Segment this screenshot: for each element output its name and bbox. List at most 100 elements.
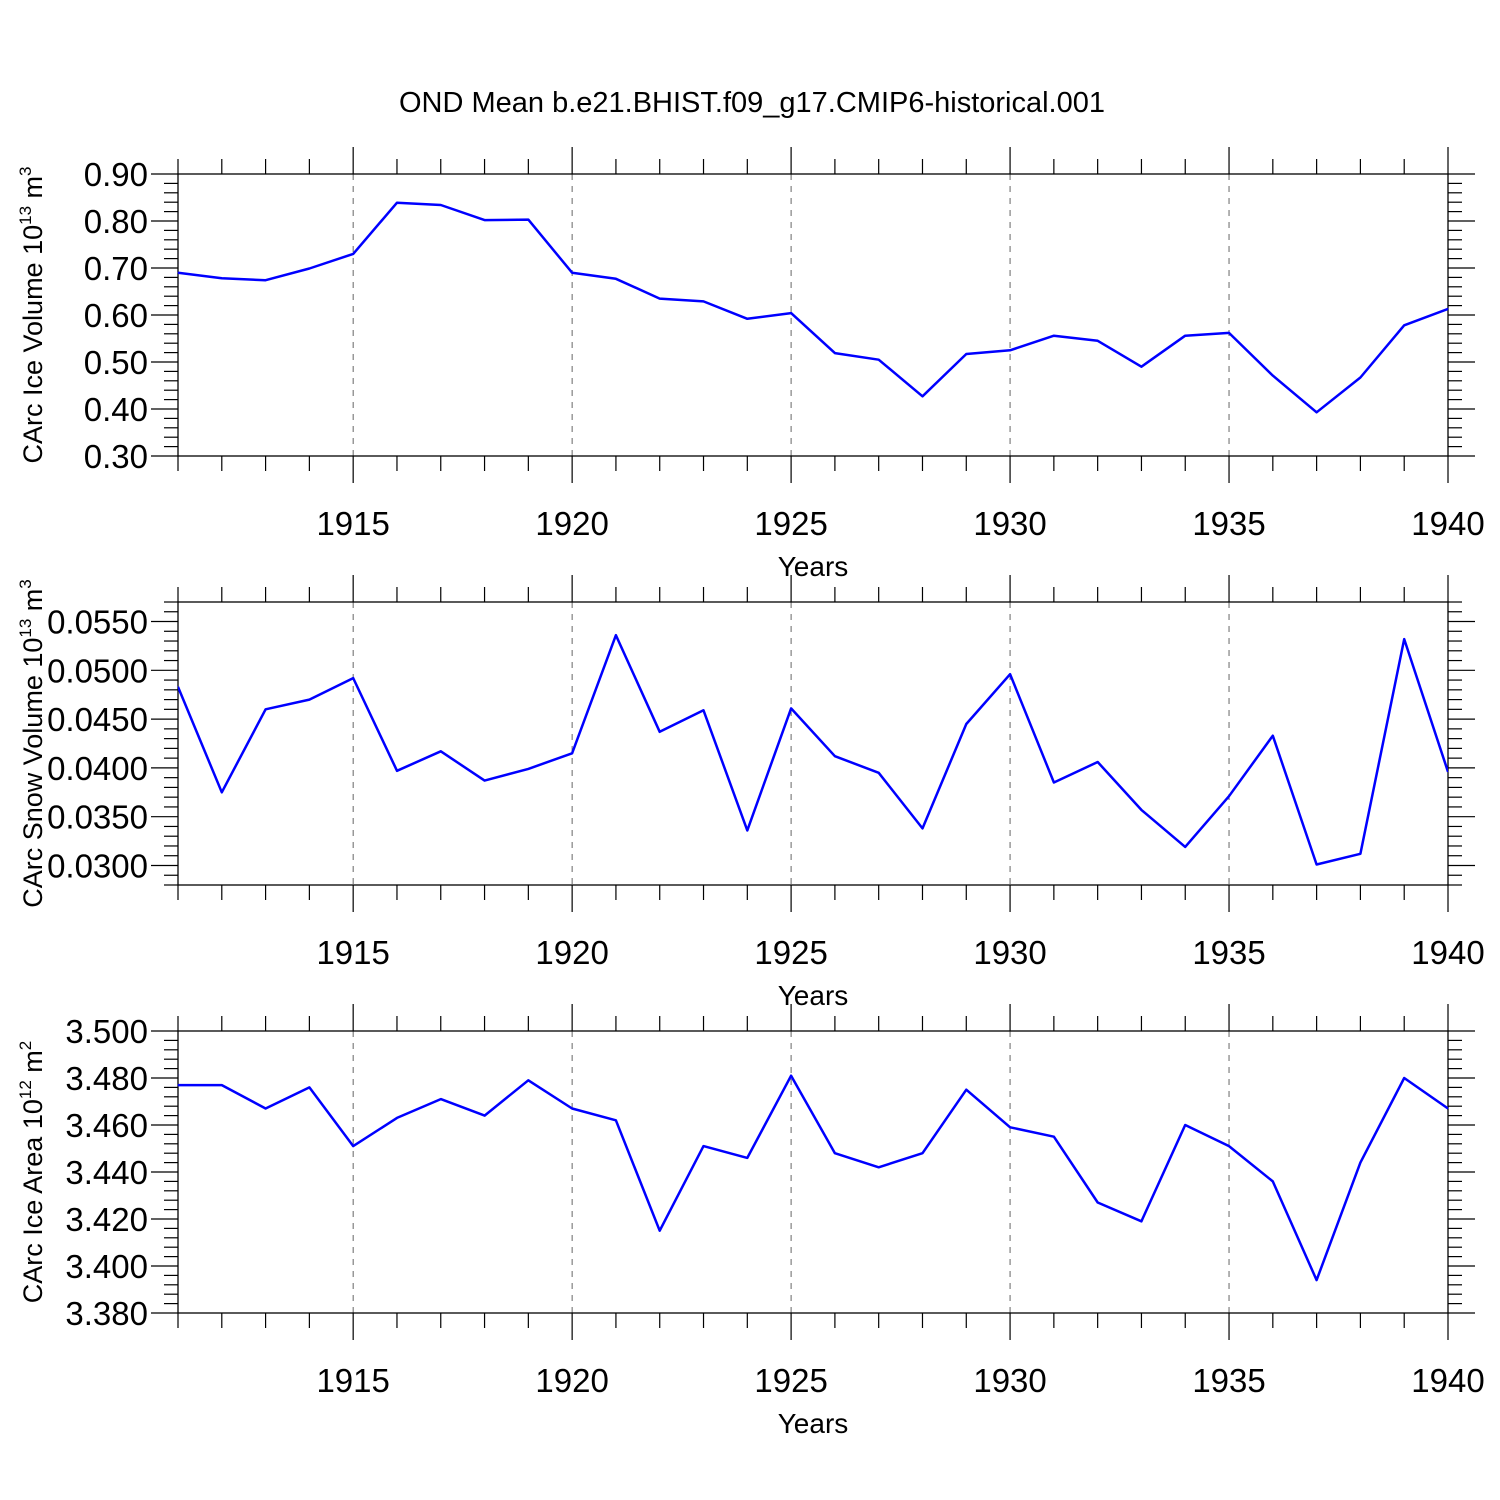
data-point	[440, 750, 442, 752]
data-point	[352, 1145, 354, 1147]
y-tick-label: 0.90	[84, 156, 148, 193]
x-tick-label: 1925	[754, 934, 827, 971]
data-point	[308, 267, 310, 269]
data-point	[265, 708, 267, 710]
data-point	[1403, 638, 1405, 640]
y-tick-label: 3.400	[65, 1248, 148, 1285]
data-point	[1316, 1279, 1318, 1281]
data-point	[1447, 308, 1449, 310]
data-point	[1140, 366, 1142, 368]
data-point	[921, 1152, 923, 1154]
data-point	[352, 253, 354, 255]
data-point	[965, 723, 967, 725]
y-tick-label: 3.440	[65, 1154, 148, 1191]
data-point	[878, 1166, 880, 1168]
data-point	[527, 768, 529, 770]
x-tick-label: 1935	[1192, 1362, 1265, 1399]
data-point	[878, 772, 880, 774]
data-point	[1184, 1124, 1186, 1126]
x-tick-label: 1920	[535, 505, 608, 542]
x-tick-label: 1915	[316, 505, 389, 542]
data-point	[921, 395, 923, 397]
data-point	[834, 755, 836, 757]
data-point	[177, 686, 179, 688]
data-point	[1359, 377, 1361, 379]
data-point	[177, 272, 179, 274]
data-point	[1097, 1202, 1099, 1204]
data-point	[1447, 771, 1449, 773]
data-point	[1403, 324, 1405, 326]
data-point	[615, 278, 617, 280]
y-tick-label: 0.0300	[47, 847, 148, 884]
data-point	[615, 1119, 617, 1121]
y-tick-label: 3.420	[65, 1201, 148, 1238]
data-point	[221, 1084, 223, 1086]
y-tick-label: 0.0350	[47, 799, 148, 836]
plot-frame	[177, 601, 1449, 886]
data-point	[1272, 375, 1274, 377]
x-tick-label: 1935	[1192, 934, 1265, 971]
chart-panel-2: 0.0300 0.0350 0.0400 0.0450 0.0500 0.0550 1915…	[16, 575, 1485, 1011]
x-tick-label: 1930	[973, 1362, 1046, 1399]
x-axis-label: Years	[778, 980, 849, 1011]
data-point	[1097, 340, 1099, 342]
data-point	[1447, 1108, 1449, 1110]
data-point	[1053, 335, 1055, 337]
y-tick-label: 0.0450	[47, 701, 148, 738]
data-point	[965, 353, 967, 355]
x-tick-label: 1920	[535, 1362, 608, 1399]
data-point	[484, 780, 486, 782]
y-tick-label: 0.50	[84, 344, 148, 381]
data-point	[1403, 1077, 1405, 1079]
data-point	[703, 709, 705, 711]
data-point	[1009, 349, 1011, 351]
x-tick-label: 1915	[316, 934, 389, 971]
data-point	[1316, 864, 1318, 866]
x-tick-label: 1915	[316, 1362, 389, 1399]
series-line	[178, 1074, 1448, 1282]
x-tick-label: 1940	[1411, 934, 1484, 971]
data-point	[659, 1230, 661, 1232]
y-tick-label: 0.80	[84, 203, 148, 240]
data-point	[834, 352, 836, 354]
data-point	[965, 1089, 967, 1091]
data-point	[921, 827, 923, 829]
data-point	[1053, 782, 1055, 784]
data-point	[746, 318, 748, 320]
data-point	[659, 298, 661, 300]
y-tick-label: 0.40	[84, 391, 148, 428]
data-point	[1053, 1136, 1055, 1138]
data-point	[790, 312, 792, 314]
x-tick-label: 1940	[1411, 1362, 1484, 1399]
x-tick-label: 1930	[973, 934, 1046, 971]
y-axis-label: CArc Snow Volume 1013 m3	[16, 579, 48, 908]
data-point	[396, 202, 398, 204]
x-tick-label: 1940	[1411, 505, 1484, 542]
series-line	[178, 201, 1448, 414]
data-point	[878, 359, 880, 361]
data-point	[790, 707, 792, 709]
y-tick-label: 3.480	[65, 1060, 148, 1097]
data-point	[1228, 795, 1230, 797]
data-point	[1097, 761, 1099, 763]
y-tick-label: 0.30	[84, 438, 148, 475]
y-tick-label: 0.0500	[47, 652, 148, 689]
data-point	[1184, 335, 1186, 337]
data-point	[396, 770, 398, 772]
x-axis-label: Years	[778, 1408, 849, 1439]
y-tick-label: 0.0550	[47, 604, 148, 641]
data-point	[703, 1145, 705, 1147]
y-tick-label: 3.460	[65, 1107, 148, 1144]
data-point	[1184, 846, 1186, 848]
data-point	[746, 1157, 748, 1159]
data-point	[484, 1115, 486, 1117]
plot-frame	[177, 1030, 1449, 1314]
x-tick-label: 1925	[754, 1362, 827, 1399]
data-point	[1140, 1220, 1142, 1222]
x-tick-label: 1935	[1192, 505, 1265, 542]
data-point	[1359, 1162, 1361, 1164]
plot-frame	[177, 173, 1449, 457]
chart-title: OND Mean b.e21.BHIST.f09_g17.CMIP6-histo…	[399, 87, 1105, 119]
data-point	[571, 272, 573, 274]
